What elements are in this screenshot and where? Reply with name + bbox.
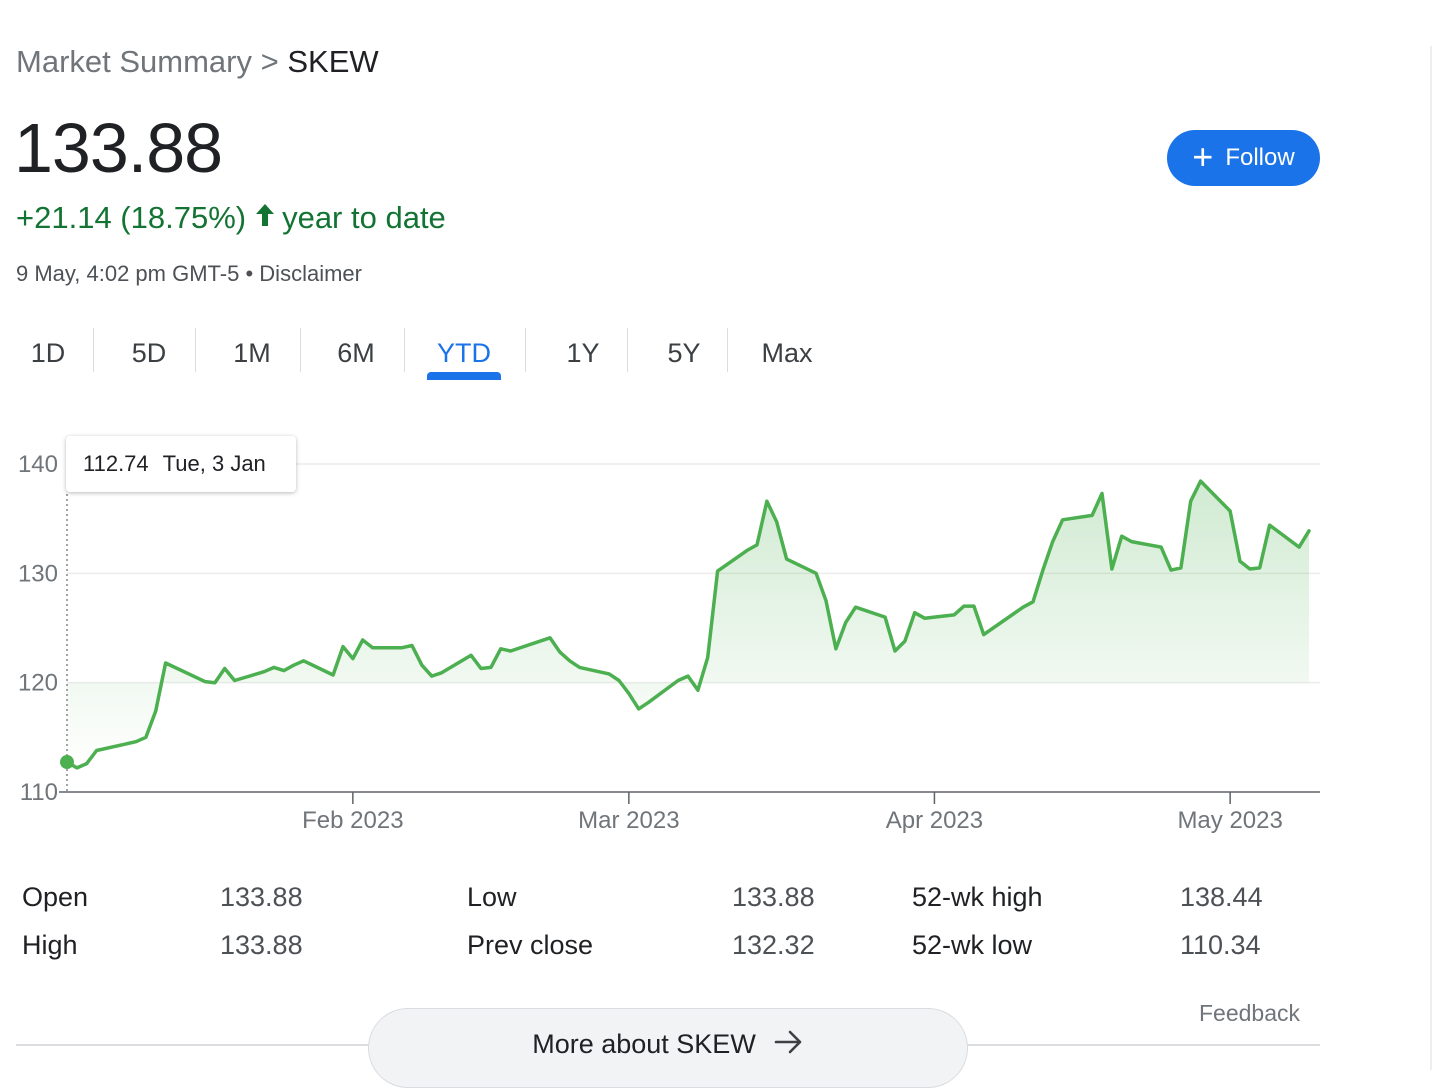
tab-divider (404, 328, 405, 372)
stat-open-value: 133.88 (220, 882, 303, 912)
current-price: 133.88 (14, 109, 223, 187)
quote-timestamp: 9 May, 4:02 pm GMT-5 • Disclaimer (16, 261, 362, 287)
more-about-label: More about SKEW (532, 1029, 756, 1059)
y-tick-label: 110 (20, 779, 58, 806)
chart-tooltip: 112.74 Tue, 3 Jan (66, 436, 296, 492)
tab-divider (300, 328, 301, 372)
feedback-link[interactable]: Feedback (1199, 1000, 1301, 1026)
stat-high-label: High (22, 930, 78, 960)
stat-open-label: Open (22, 882, 89, 912)
tab-1y[interactable]: 1Y (566, 337, 600, 368)
arrow-up-icon (254, 200, 276, 236)
tooltip-value: 112.74 (83, 451, 149, 476)
stat-low-label: Low (467, 882, 517, 912)
stat-high-value: 133.88 (220, 930, 303, 960)
stat-52wk-high-label: 52-wk high (912, 882, 1043, 912)
tab-1d[interactable]: 1D (30, 337, 66, 368)
tab-ytd[interactable]: YTD (437, 337, 491, 368)
tab-divider (195, 328, 196, 372)
plus-icon: + (1192, 135, 1214, 177)
panel-edge (1430, 46, 1432, 1070)
breadcrumb-parent[interactable]: Market Summary (16, 44, 252, 79)
breadcrumb-separator: > (260, 44, 279, 79)
timestamp-text: 9 May, 4:02 pm GMT-5 (16, 261, 240, 286)
stat-52wk-low-value: 110.34 (1180, 930, 1261, 960)
hover-point (60, 755, 74, 770)
chart-axes: 110 120 130 140 Feb 2023 Mar 2023 Apr 2023 May … (18, 451, 1320, 834)
tab-divider (525, 328, 526, 372)
y-tick-label: 120 (18, 670, 58, 697)
y-tick-label: 140 (18, 451, 58, 478)
chart-line (65, 479, 1311, 770)
disclaimer-link[interactable]: Disclaimer (259, 261, 362, 286)
x-tick-label: Feb 2023 (302, 807, 403, 834)
breadcrumb: Market Summary > SKEW (16, 44, 379, 80)
price-change: +21.14 (18.75%) year to date (16, 200, 446, 236)
more-about-button[interactable]: More about SKEW (368, 1008, 968, 1088)
chart-area (67, 481, 1309, 768)
price-change-period: year to date (282, 200, 446, 235)
x-tick-label: Apr 2023 (886, 807, 983, 834)
tab-6m[interactable]: 6M (337, 337, 375, 368)
price-chart[interactable]: 110 120 130 140 Feb 2023 Mar 2023 Apr 2023 May … (0, 420, 1340, 840)
tab-divider (727, 328, 728, 372)
tooltip-date: Tue, 3 Jan (162, 451, 266, 476)
range-tabs: 1D 5D 1M 6M YTD 1Y 5Y Max (0, 326, 900, 386)
tab-divider (627, 328, 628, 372)
follow-button[interactable]: + Follow (1167, 130, 1320, 186)
chart-hover (60, 494, 74, 792)
follow-button-label: Follow (1225, 144, 1295, 171)
series-area (67, 481, 1309, 768)
series-line (65, 479, 1311, 770)
arrow-right-icon (774, 1029, 804, 1062)
bullet-separator: • (245, 261, 254, 286)
stat-52wk-high-value: 138.44 (1180, 882, 1263, 912)
y-tick-label: 130 (18, 560, 58, 587)
x-tick-label: Mar 2023 (578, 807, 679, 834)
stat-52wk-low-label: 52-wk low (912, 930, 1033, 960)
tab-max[interactable]: Max (761, 337, 813, 368)
active-tab-indicator (427, 372, 501, 380)
x-tick-label: May 2023 (1177, 807, 1282, 834)
tab-5y[interactable]: 5Y (667, 337, 701, 368)
stat-prev-close-value: 132.32 (732, 930, 815, 960)
stat-low-value: 133.88 (732, 882, 815, 912)
tab-5d[interactable]: 5D (131, 337, 167, 368)
stat-prev-close-label: Prev close (467, 930, 594, 960)
tab-divider (93, 328, 94, 372)
tab-1m[interactable]: 1M (233, 337, 271, 368)
price-change-value: +21.14 (18.75%) (16, 200, 247, 235)
breadcrumb-current: SKEW (287, 44, 379, 79)
